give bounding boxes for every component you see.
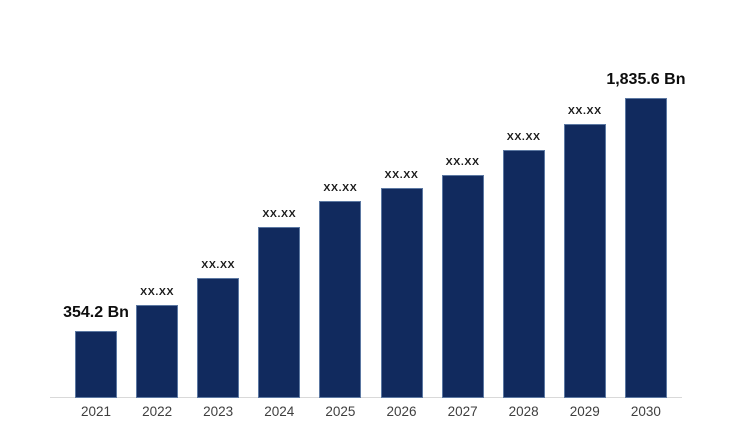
value-label-2021: 354.2 Bn — [63, 304, 129, 321]
bar-2021 — [75, 331, 117, 398]
x-tick-2021: 2021 — [80, 404, 112, 419]
x-tick-2027: 2027 — [447, 404, 478, 419]
x-tick-2024: 2024 — [264, 404, 295, 419]
value-label-2023: XX.XX — [201, 259, 236, 271]
bar-2022 — [136, 305, 179, 398]
value-label-2029: XX.XX — [567, 105, 602, 117]
value-label-2026: XX.XX — [384, 169, 419, 181]
bar-2029 — [563, 124, 606, 398]
bar-2027 — [441, 175, 484, 398]
bar-2028 — [502, 150, 545, 398]
bar-2025 — [319, 201, 362, 398]
bar-2026 — [380, 188, 423, 398]
value-label-2022: XX.XX — [140, 286, 175, 298]
bar-2023 — [197, 278, 240, 398]
x-tick-2023: 2023 — [203, 404, 234, 419]
x-tick-2022: 2022 — [142, 404, 173, 419]
value-label-2024: XX.XX — [262, 208, 297, 220]
bar-2024 — [258, 227, 301, 398]
x-tick-2028: 2028 — [508, 404, 539, 419]
value-label-2027: XX.XX — [445, 156, 480, 168]
x-tick-2029: 2029 — [569, 404, 600, 419]
value-label-2025: XX.XX — [323, 182, 358, 194]
bar-2030 — [624, 98, 667, 398]
x-tick-2025: 2025 — [325, 404, 356, 419]
value-label-2030: 1,835.6 Bn — [606, 71, 686, 88]
x-axis-line — [50, 397, 682, 398]
x-tick-2026: 2026 — [386, 404, 417, 419]
value-label-2028: XX.XX — [506, 131, 541, 143]
x-tick-2030: 2030 — [630, 404, 661, 419]
